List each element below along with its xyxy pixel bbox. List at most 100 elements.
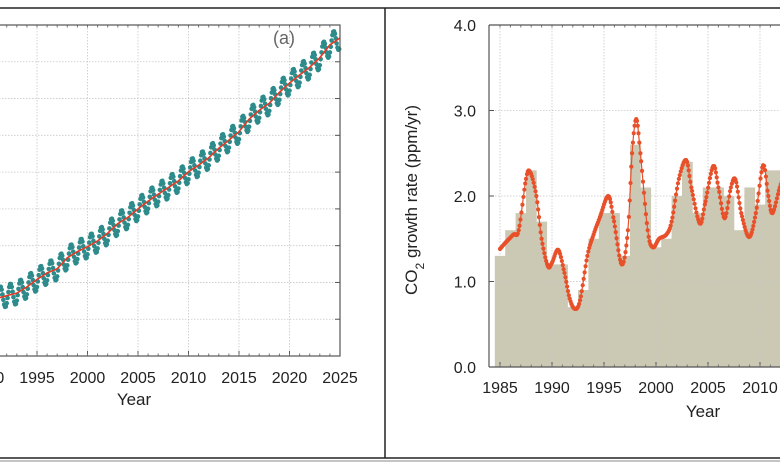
growth-rate-point: [629, 164, 634, 169]
growth-rate-point: [625, 235, 630, 241]
growth-rate-point: [773, 200, 779, 205]
monthly-co2-point: [258, 103, 264, 109]
growth-rate-point: [694, 210, 699, 215]
monthly-co2-point: [49, 261, 55, 266]
growth-rate-point: [725, 206, 730, 211]
growth-rate-point: [540, 241, 545, 246]
x-tick-label: 2010: [171, 370, 207, 387]
growth-rate-point: [700, 212, 706, 217]
growth-rate-point: [689, 185, 694, 190]
growth-rate-point: [777, 185, 780, 190]
growth-rate-point: [578, 294, 583, 299]
monthly-co2-point: [6, 289, 11, 295]
growth-rate-point: [724, 211, 729, 216]
monthly-co2-point: [203, 161, 208, 166]
monthly-co2-point: [105, 238, 110, 244]
growth-rate-point: [577, 298, 583, 303]
x-tick-label: 2020: [272, 370, 308, 387]
trend-line: [0, 37, 341, 299]
monthly-co2-point: [71, 254, 77, 260]
growth-rate-point: [726, 200, 731, 205]
growth-rate-point: [517, 223, 522, 228]
y-tick-label: 4.0: [454, 18, 476, 35]
growth-rate-point: [635, 123, 640, 128]
growth-rate-point: [625, 228, 631, 233]
monthly-co2-point: [221, 134, 227, 139]
growth-rate-point: [701, 207, 706, 212]
bar-1994: [588, 238, 600, 367]
monthly-co2-point: [5, 295, 10, 301]
growth-rate-point: [672, 204, 677, 209]
monthly-co2-point: [125, 222, 131, 228]
monthly-co2-point: [36, 272, 41, 278]
monthly-co2-point: [120, 210, 126, 216]
growth-rate-point: [686, 168, 691, 173]
y-label-rest: growth rate (ppm/yr): [402, 105, 421, 263]
x-tick-label: 2010: [742, 380, 778, 397]
monthly-co2-point: [124, 226, 130, 231]
bar-1996: [609, 213, 620, 367]
y-label-subscript: 2: [413, 262, 427, 269]
monthly-co2-point: [263, 106, 269, 112]
monthly-co2-point: [316, 66, 322, 72]
monthly-co2-point: [81, 249, 87, 254]
growth-rate-point: [628, 180, 633, 186]
growth-rate-point: [531, 180, 536, 185]
bar-1999: [640, 187, 652, 367]
growth-rate-point: [717, 189, 722, 194]
monthly-co2-point: [104, 242, 110, 247]
panel-b-x-axis-label: Year: [686, 402, 721, 421]
monthly-co2-point: [16, 286, 21, 292]
growth-rate-point: [580, 283, 585, 288]
monthly-co2-point: [326, 54, 332, 59]
growth-rate-point: [543, 255, 548, 260]
growth-rate-point: [719, 206, 725, 211]
growth-rate-point: [716, 185, 721, 190]
monthly-co2-point: [14, 298, 20, 303]
growth-rate-point: [687, 173, 692, 179]
monthly-co2-point: [39, 266, 45, 271]
monthly-co2-point: [147, 194, 153, 200]
x-tick-label: 1990: [534, 380, 570, 397]
growth-rate-point: [720, 211, 725, 216]
growth-rate-point: [776, 188, 780, 193]
bar-2008: [734, 230, 745, 367]
monthly-co2-point: [246, 124, 252, 130]
monthly-co2-point: [9, 284, 15, 290]
monthly-co2-point: [336, 46, 342, 52]
growth-rate-point: [723, 214, 728, 219]
monthly-co2-point: [191, 158, 196, 164]
monthly-co2-point: [134, 217, 140, 223]
growth-rate-point: [562, 270, 567, 276]
monthly-co2-point: [236, 136, 242, 142]
growth-rate-point: [671, 210, 676, 215]
growth-rate-point: [614, 236, 619, 241]
growth-rate-point: [639, 159, 644, 164]
monthly-co2-point: [114, 232, 120, 238]
growth-rate-point: [537, 222, 542, 228]
bar-1989: [536, 221, 548, 367]
monthly-co2-point: [102, 236, 107, 242]
growth-rate-point: [640, 179, 646, 184]
growth-rate-point: [539, 236, 544, 241]
monthly-co2-point: [286, 92, 291, 97]
monthly-co2-point: [29, 273, 35, 278]
growth-rate-point: [631, 131, 636, 136]
growth-rate-point: [536, 207, 541, 212]
monthly-co2-point: [332, 31, 338, 37]
monthly-co2-point: [51, 271, 57, 276]
monthly-co2-point: [197, 158, 203, 164]
monthly-co2-point: [86, 240, 92, 245]
growth-rate-point: [718, 195, 723, 200]
growth-rate-point: [762, 163, 767, 169]
monthly-co2-point: [31, 282, 36, 288]
x-tick-label: 2005: [690, 380, 726, 397]
monthly-co2-point: [226, 145, 232, 150]
monthly-co2-point: [306, 76, 312, 81]
monthly-co2-point: [216, 153, 222, 159]
bar-2012: [775, 170, 780, 367]
growth-rate-point: [622, 255, 627, 260]
monthly-co2-point: [135, 214, 141, 219]
growth-rate-point: [775, 192, 780, 197]
